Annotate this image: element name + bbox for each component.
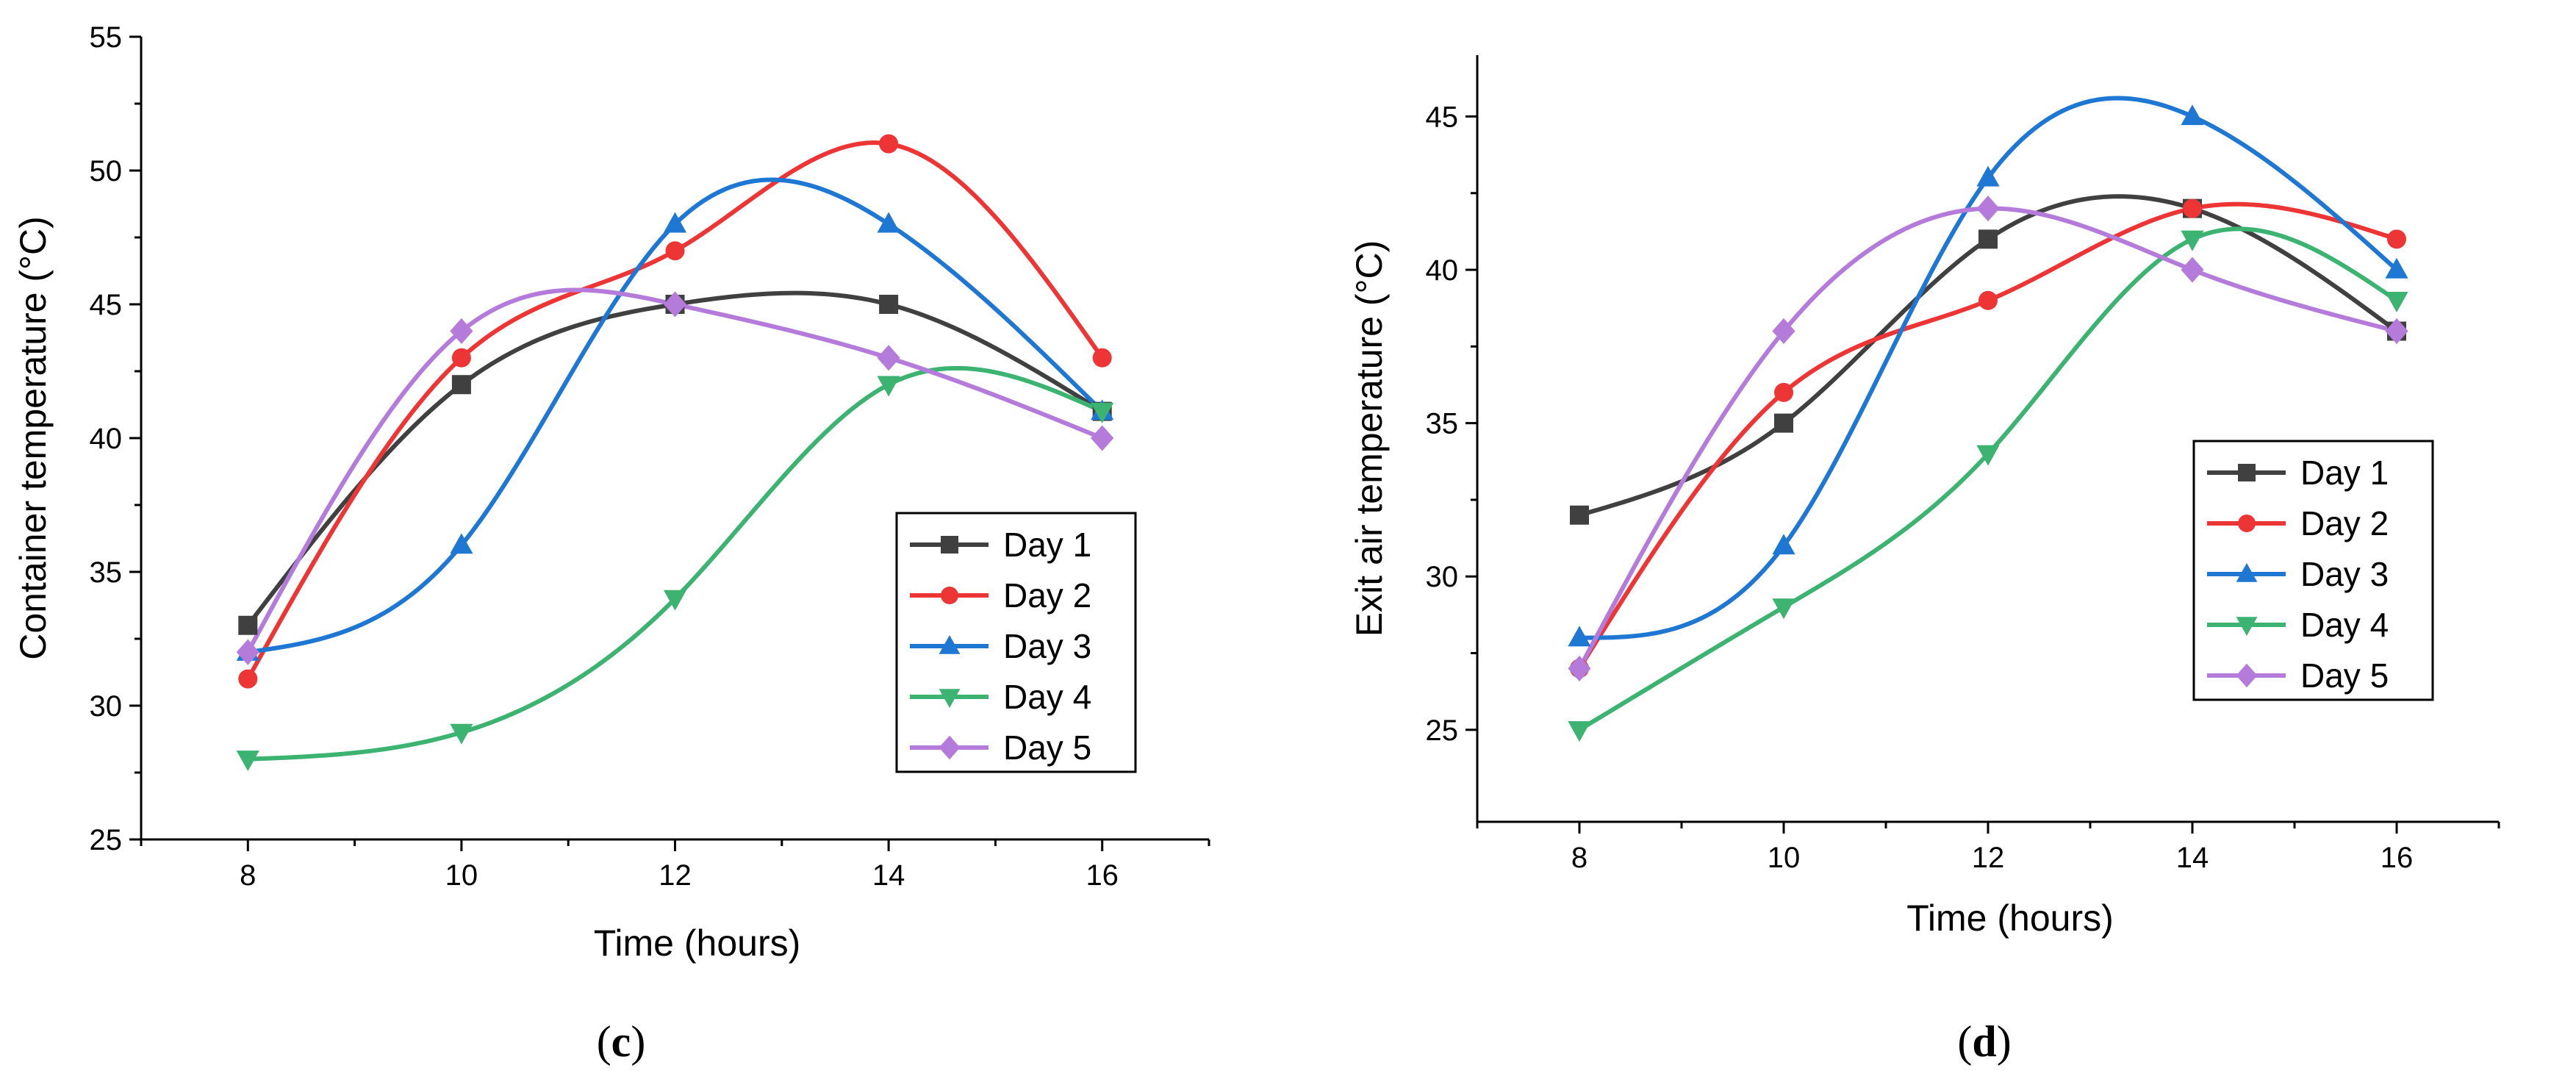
x-tick-label: 10 (445, 859, 478, 892)
legend-marker (939, 635, 961, 654)
data-point-day-3 (1772, 534, 1795, 555)
data-point-day-5 (2385, 318, 2408, 345)
legend-marker (2236, 617, 2258, 636)
legend-marker (2236, 663, 2258, 688)
data-point-day-4 (1568, 721, 1591, 742)
legend-box (895, 512, 1137, 773)
x-axis-label: Time (hours) (594, 923, 801, 964)
data-point-day-3 (1568, 626, 1591, 647)
y-axis-label: Container temperature (°C) (12, 216, 54, 660)
data-point-day-5 (1772, 318, 1795, 345)
data-point-day-5 (663, 291, 687, 318)
data-point-day-4 (1976, 445, 2000, 466)
data-point-day-5 (450, 318, 473, 344)
data-point-day-2 (1978, 290, 1998, 310)
legend-box (2192, 440, 2434, 701)
legend: Day 1 Day 2 Day 3 Day 4 Day 5 (895, 512, 1137, 773)
data-point-day-5 (2181, 257, 2204, 283)
data-point-day-1 (1570, 505, 1589, 525)
y-tick-label: 30 (1426, 561, 1459, 593)
legend-marker (941, 536, 958, 554)
y-tick-label: 40 (90, 423, 123, 455)
data-point-day-2 (665, 241, 685, 261)
data-point-day-1 (1978, 229, 1998, 249)
data-point-day-1 (879, 295, 899, 314)
y-tick-label: 55 (90, 21, 123, 54)
data-point-day-2 (238, 669, 258, 689)
data-point-day-2 (2183, 198, 2202, 218)
data-point-day-2 (1092, 348, 1112, 368)
x-tick-label: 14 (872, 859, 905, 892)
legend-marker (939, 689, 961, 708)
data-point-day-4 (663, 590, 687, 611)
legend-entry: Day 3 (2300, 555, 2389, 593)
legend-entry: Day 5 (2300, 656, 2389, 695)
data-point-day-1 (451, 375, 471, 395)
data-point-day-3 (877, 212, 900, 233)
data-point-day-4 (450, 723, 473, 745)
data-point-day-4 (877, 376, 900, 397)
panel-label: (c) (597, 1017, 646, 1066)
data-point-day-4 (1091, 402, 1114, 423)
x-tick-label: 10 (1768, 842, 1801, 874)
chart-panel-d: 25 30 35 40 45 8 10 12 14 16 Time (hours) Exit air … (1349, 55, 2500, 1066)
legend-marker (941, 587, 958, 604)
data-point-day-3 (663, 212, 687, 233)
data-point-day-4 (2181, 230, 2204, 251)
legend-entry: Day 4 (1003, 678, 1091, 716)
y-tick-label: 35 (1426, 408, 1459, 440)
legend-entry: Day 2 (1003, 576, 1091, 615)
data-point-day-1 (1774, 413, 1793, 433)
x-tick-label: 14 (2176, 842, 2209, 874)
x-tick-label: 16 (1086, 859, 1119, 892)
data-point-day-5 (877, 345, 900, 371)
legend-entry: Day 5 (1003, 728, 1091, 767)
data-point-day-2 (879, 134, 899, 154)
y-axis-label: Exit air temperature (°C) (1349, 240, 1390, 637)
panel-label: (d) (1957, 1017, 2011, 1066)
y-tick-label: 35 (90, 556, 123, 589)
data-point-day-3 (2181, 104, 2204, 126)
y-tick-label: 50 (90, 155, 123, 187)
x-tick-label: 8 (240, 859, 256, 892)
data-point-day-3 (450, 533, 473, 554)
legend-marker (939, 735, 961, 760)
legend-entry: Day 4 (2300, 606, 2389, 644)
legend-entry: Day 3 (1003, 627, 1091, 665)
data-point-day-3 (1976, 165, 2000, 187)
legend-entry: Day 2 (2300, 504, 2389, 542)
legend: Day 1 Day 2 Day 3 Day 4 Day 5 (2192, 440, 2434, 701)
data-point-day-5 (1976, 196, 2000, 222)
y-tick-label: 30 (90, 690, 123, 723)
data-point-day-5 (1091, 425, 1114, 451)
y-tick-label: 45 (1426, 101, 1459, 133)
y-tick-label: 25 (1426, 714, 1459, 747)
x-tick-label: 16 (2381, 842, 2414, 874)
data-point-day-4 (1772, 598, 1795, 620)
chart-panel-c: 25 30 35 40 45 50 55 8 10 12 14 16 Time (hours) Conta… (12, 21, 1210, 1066)
data-point-day-5 (1568, 655, 1591, 681)
x-tick-label: 12 (659, 859, 692, 892)
y-tick-label: 25 (90, 824, 123, 856)
y-tick-label: 40 (1426, 254, 1459, 287)
legend-marker (2238, 515, 2256, 532)
legend-entry: Day 1 (1003, 526, 1091, 564)
data-point-day-3 (2385, 257, 2408, 279)
legend-entry: Day 1 (2300, 454, 2389, 492)
data-point-day-4 (2385, 292, 2408, 313)
data-point-day-2 (2387, 229, 2406, 249)
y-tick-label: 45 (90, 289, 123, 321)
x-tick-label: 12 (1972, 842, 2005, 874)
legend-marker (2236, 563, 2258, 582)
data-point-day-1 (238, 615, 258, 635)
x-tick-label: 8 (1571, 842, 1587, 874)
data-point-day-2 (451, 348, 471, 368)
legend-marker (2238, 464, 2256, 481)
data-point-day-5 (236, 639, 259, 665)
x-axis-label: Time (hours) (1906, 898, 2114, 939)
data-point-day-4 (236, 751, 259, 772)
data-point-day-2 (1774, 382, 1793, 402)
